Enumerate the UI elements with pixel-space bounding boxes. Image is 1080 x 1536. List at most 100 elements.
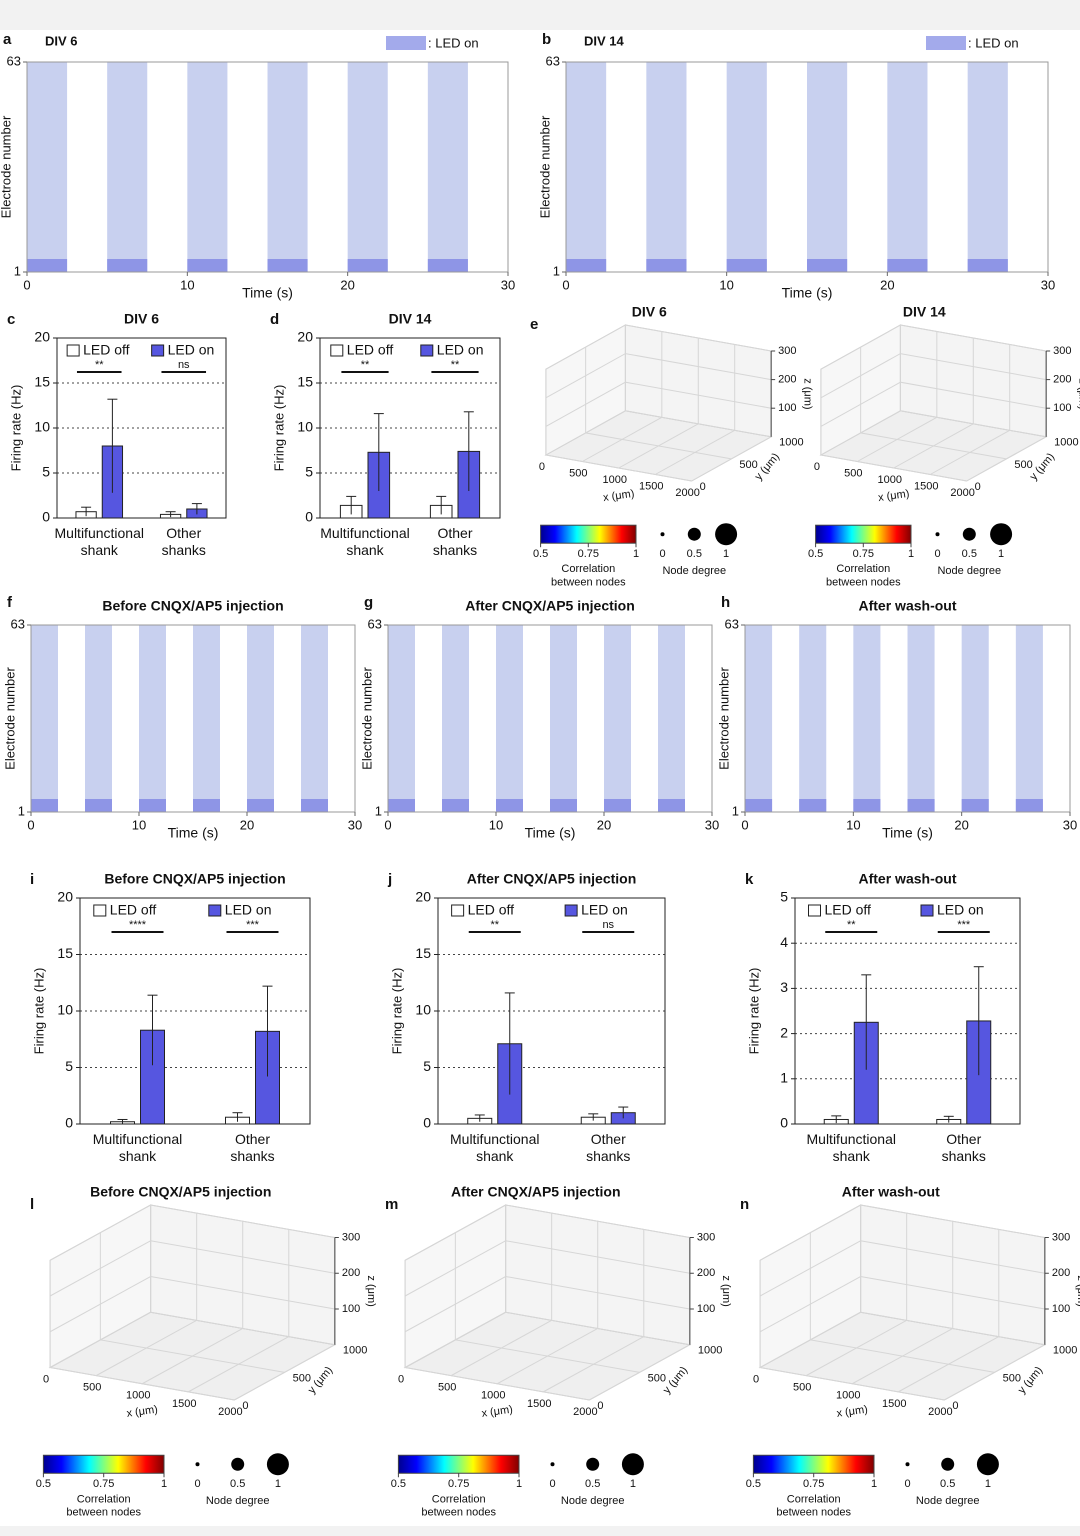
z-tick-label: 200 [697,1267,715,1279]
colorbar-tick-label: 0.75 [578,548,599,560]
y-axis-label: Firing rate (Hz) [746,968,761,1055]
z-axis-label: z (μm) [1076,378,1080,409]
led-band-strip [388,799,415,812]
colorbar-label: Correlation between nodes [776,1493,851,1518]
grid-line [545,369,692,482]
legend-swatch [808,904,821,917]
y-tick-label: 5 [65,1058,73,1074]
x-tick-label: 10 [719,277,733,292]
colorbar-label: Correlation between nodes [551,563,626,588]
z-axis-label: z (μm) [801,378,813,409]
led-band-strip [658,799,685,812]
grid-line [759,1275,1045,1333]
z-axis-label: z (μm) [1075,1275,1080,1306]
z-tick-label: 100 [697,1303,715,1315]
size-key-title: Node degree [561,1495,625,1507]
z-tick-label: 300 [697,1231,715,1243]
y-tick-label: 5 [305,464,313,480]
significance-label: ** [451,359,460,371]
panel-letter: m [385,1196,398,1213]
x-tick-label: 0 [562,277,569,292]
x-tick-label: 10 [180,277,194,292]
x-tick-label: 1000 [836,1390,860,1402]
y-tick-label: 0 [305,509,313,525]
colorbar-tick-label: 0.5 [391,1478,406,1490]
x-tick-label: 1500 [527,1398,551,1410]
z-tick-label: 300 [342,1231,360,1243]
x-tick-label: 30 [348,817,362,832]
size-key-label: 1 [998,548,1004,560]
panel-letter: d [270,311,279,328]
led-band [107,62,148,272]
z-tick-label: 200 [1052,1267,1070,1279]
led-band-strip [646,259,687,272]
y-tick-label: 500 [293,1372,311,1384]
legend-label: : LED on [428,35,479,50]
size-key-label: 0 [194,1478,200,1490]
legend-label: LED off [468,902,515,918]
y-tick-label: 63 [7,53,21,68]
y-axis-label: Firing rate (Hz) [389,968,404,1055]
grid-line [49,1204,335,1261]
size-key-label: 0 [904,1478,910,1490]
size-key [962,527,976,541]
y-tick-label: 15 [57,945,73,961]
legend-swatch [386,36,426,50]
size-key [935,532,940,537]
legend-label: LED off [347,342,394,358]
led-band [139,625,166,812]
z-tick-label: 300 [1053,345,1071,357]
size-key-label: 0.5 [230,1478,245,1490]
x-tick-label: 500 [793,1382,811,1394]
grid-line [759,1204,1045,1261]
x-tick-label: 30 [1063,817,1077,832]
y-tick-label: 63 [546,53,560,68]
y-tick-label: 1000 [698,1345,722,1357]
colorbar-tick-label: 0.75 [448,1478,469,1490]
size-key [660,532,665,537]
y-tick-label: 500 [1014,459,1032,471]
led-band [1015,625,1043,812]
grid-line [820,324,1047,370]
x-tick-label: 0 [43,1373,49,1385]
led-band-strip [267,259,308,272]
led-band-strip [27,259,68,272]
led-band [658,625,685,812]
grid-line [49,1275,335,1333]
panel-letter: f [7,594,13,611]
chart-title: DIV 6 [124,311,159,327]
significance-label: ** [95,359,104,371]
x-tick-label: 20 [880,277,894,292]
led-band-strip [187,259,228,272]
legend-label: LED on [581,902,628,918]
y-tick-label: 0 [42,509,50,525]
legend-swatch [420,344,434,357]
colorbar-label: Correlation between nodes [421,1493,496,1518]
led-band [799,625,827,812]
x-tick-label: 2000 [218,1406,242,1418]
size-key [941,1457,955,1471]
z-tick-label: 200 [342,1267,360,1279]
legend-label: LED on [225,902,272,918]
y-tick-label: 0 [597,1400,603,1412]
grid-line [49,1240,335,1297]
y-tick-label: 1 [14,263,21,278]
colorbar-tick-label: 0.5 [533,548,548,560]
chart-title: Before CNQX/AP5 injection [90,1184,271,1200]
chart-title: After CNQX/AP5 injection [467,871,637,887]
panel-letter: e [530,316,538,333]
x-tick-label: 500 [569,467,587,479]
y-tick-label: 0 [780,1115,788,1131]
grid-line [404,1204,690,1261]
led-band [27,62,68,272]
led-band-strip [799,799,827,812]
size-key-title: Node degree [937,565,1001,577]
z-tick-label: 300 [778,345,796,357]
x-tick-label: 0 [23,277,30,292]
x-tick-label: 1000 [878,474,902,486]
x-axis-label: Time (s) [525,825,576,841]
y-axis-label: Firing rate (Hz) [31,968,46,1055]
colorbar-label: Correlation between nodes [66,1493,141,1518]
colorbar-tick-label: 1 [871,1478,877,1490]
